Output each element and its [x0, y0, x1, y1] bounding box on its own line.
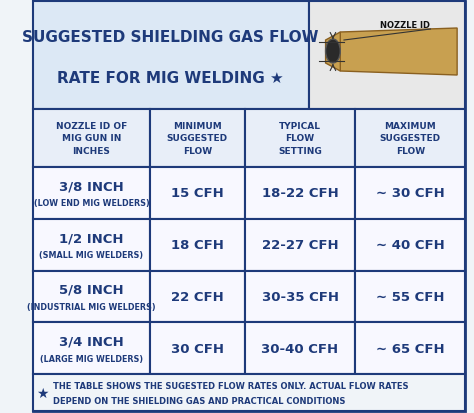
Bar: [33, 168, 150, 219]
Text: A: A: [220, 204, 285, 285]
Bar: [245, 271, 355, 323]
Bar: [33, 271, 150, 323]
Text: ∼ 65 CFH: ∼ 65 CFH: [376, 342, 445, 355]
Bar: [33, 323, 150, 374]
Text: SUGGESTED SHIELDING GAS FLOW: SUGGESTED SHIELDING GAS FLOW: [22, 31, 319, 45]
Bar: [355, 219, 465, 271]
Text: 18-22 CFH: 18-22 CFH: [262, 187, 338, 200]
Text: A: A: [220, 308, 285, 389]
Bar: [355, 323, 465, 374]
Text: 22-27 CFH: 22-27 CFH: [262, 239, 338, 252]
Bar: [33, 219, 150, 271]
Text: 30 CFH: 30 CFH: [171, 342, 224, 355]
Polygon shape: [340, 29, 457, 76]
Text: 3/4 INCH: 3/4 INCH: [59, 335, 124, 348]
Bar: [150, 323, 245, 374]
Text: 15 CFH: 15 CFH: [171, 187, 224, 200]
Text: A: A: [220, 153, 285, 234]
Bar: [309, 2, 465, 110]
Text: DEPEND ON THE SHIELDING GAS AND PRACTICAL CONDITIONS: DEPEND ON THE SHIELDING GAS AND PRACTICA…: [53, 396, 346, 405]
Text: THE TABLE SHOWS THE SUGESTED FLOW RATES ONLY. ACTUAL FLOW RATES: THE TABLE SHOWS THE SUGESTED FLOW RATES …: [53, 382, 409, 390]
Text: MINIMUM
SUGGESTED
FLOW: MINIMUM SUGGESTED FLOW: [167, 122, 228, 156]
Text: (LARGE MIG WELDERS): (LARGE MIG WELDERS): [40, 354, 143, 363]
Bar: [33, 110, 150, 168]
Text: TYPICAL
FLOW
SETTING: TYPICAL FLOW SETTING: [278, 122, 322, 156]
Bar: [150, 168, 245, 219]
Bar: [245, 323, 355, 374]
Text: 30-35 CFH: 30-35 CFH: [262, 290, 338, 303]
Bar: [245, 168, 355, 219]
Bar: [245, 110, 355, 168]
Bar: [150, 271, 245, 323]
Text: 18 CFH: 18 CFH: [171, 239, 224, 252]
Bar: [355, 168, 465, 219]
Bar: [355, 271, 465, 323]
Bar: [245, 219, 355, 271]
Bar: [150, 110, 245, 168]
Text: NOZZLE ID OF
MIG GUN IN
INCHES: NOZZLE ID OF MIG GUN IN INCHES: [56, 122, 127, 156]
Polygon shape: [326, 33, 340, 72]
Text: ★: ★: [36, 386, 48, 399]
Bar: [150, 219, 245, 271]
Text: 3/8 INCH: 3/8 INCH: [59, 180, 124, 193]
Bar: [355, 110, 465, 168]
Text: 1/2 INCH: 1/2 INCH: [59, 232, 124, 244]
Bar: [33, 2, 309, 110]
Bar: [33, 374, 465, 411]
Text: 5/8 INCH: 5/8 INCH: [59, 283, 124, 296]
Text: 22 CFH: 22 CFH: [171, 290, 224, 303]
Text: RATE FOR MIG WELDING ★: RATE FOR MIG WELDING ★: [57, 70, 283, 85]
Text: (SMALL MIG WELDERS): (SMALL MIG WELDERS): [39, 251, 144, 259]
Text: (LOW END MIG WELDERS): (LOW END MIG WELDERS): [34, 199, 149, 208]
Text: ∼ 40 CFH: ∼ 40 CFH: [376, 239, 445, 252]
Text: A: A: [220, 256, 285, 337]
Text: ∼ 55 CFH: ∼ 55 CFH: [376, 290, 445, 303]
Text: ∼ 30 CFH: ∼ 30 CFH: [376, 187, 445, 200]
Text: NOZZLE ID: NOZZLE ID: [380, 21, 429, 30]
Text: MAXIMUM
SUGGESTED
FLOW: MAXIMUM SUGGESTED FLOW: [380, 122, 441, 156]
Text: (INDUSTRIAL MIG WELDERS): (INDUSTRIAL MIG WELDERS): [27, 302, 156, 311]
Ellipse shape: [326, 40, 340, 64]
Text: 30-40 CFH: 30-40 CFH: [262, 342, 338, 355]
